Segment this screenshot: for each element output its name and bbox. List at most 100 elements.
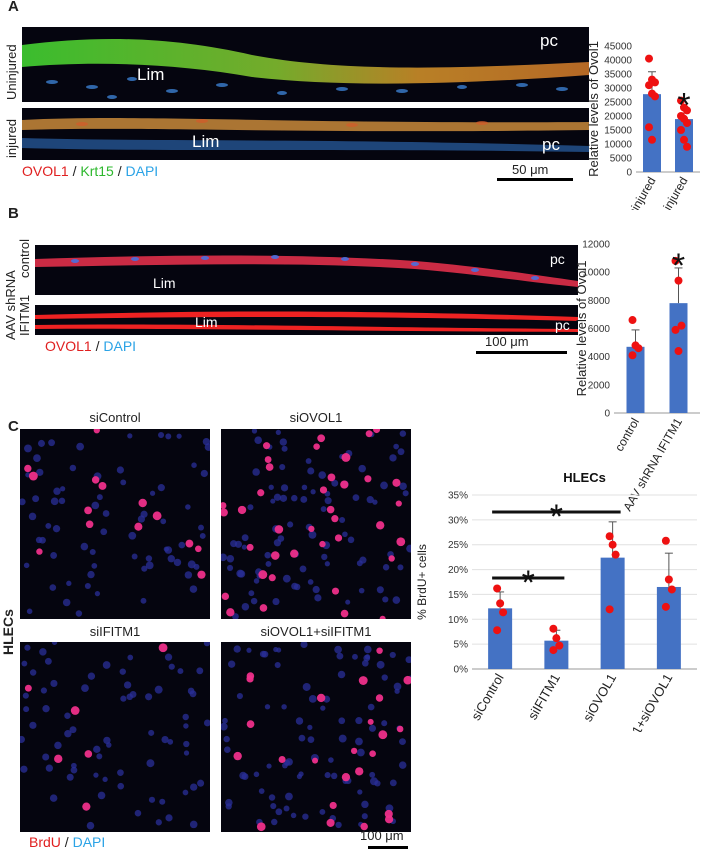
c1-dapi-nucleus [87, 570, 95, 579]
c4-brdu-nucleus [278, 755, 286, 763]
c4-dapi-nucleus [224, 746, 231, 754]
chart-b-ytick-label: 8000 [588, 296, 611, 307]
panel-b-stain-legend: OVOL1 / DAPI [45, 338, 136, 354]
c3-dapi-nucleus [44, 657, 52, 665]
c4-dapi-nucleus [381, 674, 388, 681]
c3-dapi-nucleus [145, 693, 153, 701]
c3-dapi-nucleus [93, 745, 101, 754]
c1-brdu-nucleus [36, 548, 43, 555]
c1-dapi-nucleus [185, 504, 191, 510]
panel-a-pc-label-1: pc [540, 31, 558, 50]
chart-c-point [667, 585, 676, 594]
c1-dapi-nucleus [75, 610, 83, 617]
c1-dapi-nucleus [131, 553, 138, 560]
c2-brdu-nucleus [274, 525, 284, 534]
c4-brdu-nucleus [384, 815, 394, 824]
c1-brdu-nucleus [194, 545, 202, 553]
c1-dapi-nucleus [23, 562, 30, 569]
c2-dapi-nucleus [397, 564, 404, 571]
c3-dapi-nucleus [190, 783, 198, 791]
c1-brdu-nucleus [197, 570, 206, 579]
c1-dapi-nucleus [45, 522, 52, 529]
c4-dapi-nucleus [352, 653, 358, 660]
c1-dapi-nucleus [187, 560, 196, 569]
panel-c-scale-bar [368, 846, 408, 849]
chart-a-point [651, 92, 659, 101]
chart-a-ytick-label: 20000 [604, 112, 632, 123]
c4-dapi-nucleus [241, 773, 249, 780]
c1-dapi-nucleus [36, 468, 44, 476]
c2-dapi-nucleus [402, 490, 409, 497]
c4-dapi-nucleus [361, 659, 369, 667]
c2-dapi-nucleus [358, 464, 366, 473]
c3-dapi-nucleus [20, 735, 25, 744]
c3-dapi-nucleus [117, 782, 125, 790]
c1-dapi-nucleus [37, 439, 46, 447]
c1-dapi-nucleus [167, 555, 175, 563]
c3-brdu-nucleus [24, 684, 32, 692]
c3-brdu-nucleus [158, 643, 168, 653]
c2-dapi-nucleus [226, 554, 235, 563]
c2-dapi-nucleus [270, 498, 276, 504]
c3-dapi-nucleus [168, 663, 175, 670]
c1-dapi-nucleus [91, 563, 98, 569]
c3-dapi-nucleus [49, 794, 58, 802]
c2-dapi-nucleus [268, 484, 274, 490]
chart-c-significance-star: * [522, 564, 535, 602]
chart-b-ytick-label: 2000 [588, 380, 611, 391]
c4-dapi-nucleus [266, 763, 272, 769]
c4-dapi-nucleus [236, 692, 243, 700]
chart-c-ylabel: % BrdU+ cells [415, 544, 429, 620]
c2-brdu-nucleus [221, 508, 228, 517]
c4-dapi-nucleus [264, 704, 271, 710]
c3-dapi-nucleus [120, 695, 127, 702]
c2-dapi-nucleus [227, 564, 234, 571]
c1-dapi-nucleus [96, 494, 103, 501]
c2-brdu-nucleus [264, 456, 272, 463]
c2-dapi-nucleus [273, 493, 282, 501]
panel-a-scale-bar [497, 178, 573, 181]
c4-brdu-nucleus [360, 822, 368, 831]
chart-c-ytick-label: 35% [448, 491, 468, 502]
chart-c-point [555, 641, 564, 650]
c1-dapi-nucleus [120, 479, 127, 486]
c1-dapi-nucleus [33, 454, 41, 462]
c3-dapi-nucleus [197, 779, 205, 787]
c2-dapi-nucleus [399, 482, 407, 490]
c2-dapi-nucleus [399, 430, 407, 437]
chart-c-bar [656, 586, 681, 669]
c2-dapi-nucleus [287, 521, 294, 528]
c1-brdu-nucleus [24, 464, 32, 473]
c2-brdu-nucleus [392, 478, 401, 487]
c1-dapi-nucleus [157, 431, 165, 439]
c2-dapi-nucleus [397, 448, 405, 456]
c1-brdu-nucleus [138, 498, 147, 508]
chart-a-point [683, 119, 691, 127]
c1-brdu-nucleus [85, 520, 94, 529]
c2-brdu-nucleus [317, 434, 326, 443]
c2-dapi-nucleus [393, 443, 399, 450]
c1-dapi-nucleus [176, 433, 182, 439]
stain-brdu-c: BrdU [29, 834, 61, 850]
c2-dapi-nucleus [320, 506, 327, 512]
c3-dapi-nucleus [154, 685, 163, 694]
c3-dapi-nucleus [22, 692, 29, 699]
c4-dapi-nucleus [355, 717, 363, 725]
c4-brdu-nucleus [246, 675, 254, 683]
cells-c1-svg [20, 429, 210, 617]
c4-dapi-nucleus [337, 670, 346, 679]
c1-dapi-nucleus [32, 495, 40, 503]
c3-dapi-nucleus [42, 753, 50, 761]
cells-c3-svg [20, 642, 210, 830]
c2-dapi-nucleus [358, 587, 365, 594]
c3-dapi-nucleus [93, 772, 99, 778]
c4-dapi-nucleus [271, 818, 278, 826]
c4-dapi-nucleus [376, 660, 385, 669]
chart-c-ytick-label: 0% [454, 665, 469, 676]
c3-dapi-nucleus [203, 719, 210, 727]
c3-dapi-nucleus [187, 687, 195, 695]
chart-a-point [677, 126, 685, 134]
c2-brdu-nucleus [270, 551, 280, 560]
c3-dapi-nucleus [20, 765, 28, 773]
c3-dapi-nucleus [97, 791, 106, 800]
